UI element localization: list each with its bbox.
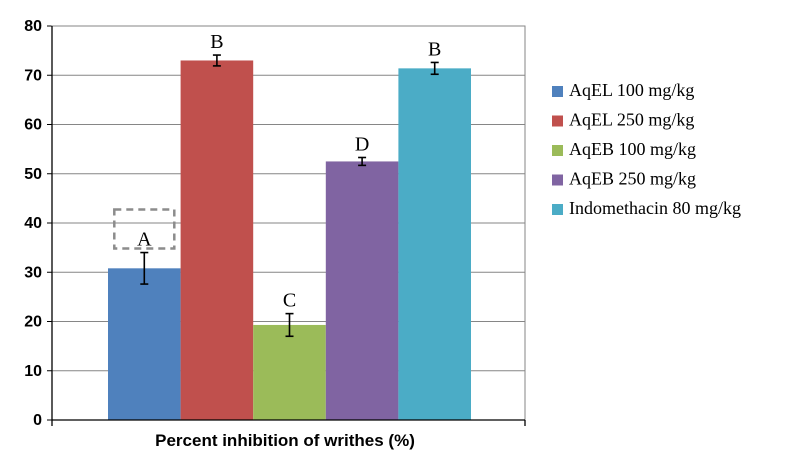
significance-label: A	[137, 229, 152, 251]
significance-label: B	[210, 31, 223, 53]
legend-swatch	[552, 145, 563, 156]
y-tick-label: 50	[24, 166, 42, 183]
x-axis-label: Percent inhibition of writhes (%)	[155, 431, 415, 450]
significance-label: B	[428, 38, 441, 60]
legend-swatch	[552, 174, 563, 186]
bar	[180, 60, 254, 420]
significance-label: C	[283, 290, 296, 312]
y-tick-label: 80	[24, 18, 42, 35]
y-axis-ticks: 0 10 20 30 40 50 60 70 80	[24, 18, 52, 429]
y-tick-label: 30	[24, 264, 42, 281]
legend-swatch	[552, 86, 563, 97]
legend-label: AqEB 100 mg/kg	[569, 139, 696, 159]
significance-label: D	[355, 133, 369, 155]
legend-label: Indomethacin 80 mg/kg	[569, 198, 741, 218]
y-tick-label: 40	[24, 215, 42, 232]
label-selection-box	[113, 208, 176, 250]
y-tick-label: 10	[24, 363, 42, 380]
bar	[398, 68, 471, 420]
legend-swatch	[552, 115, 563, 127]
y-tick-label: 60	[24, 117, 42, 134]
y-tick-label: 0	[33, 412, 42, 429]
legend-swatch	[552, 204, 563, 215]
bar	[253, 324, 326, 420]
legend: AqEL 100 mg/kg AqEL 250 mg/kg AqEB 100 mg/…	[552, 80, 741, 218]
y-tick-label: 20	[24, 314, 42, 331]
significance-labels: A B C D B	[113, 31, 441, 312]
axes	[51, 25, 526, 426]
y-tick-label: 70	[24, 67, 42, 84]
legend-label: AqEL 250 mg/kg	[569, 110, 694, 130]
error-bars	[140, 54, 439, 338]
legend-label: AqEL 100 mg/kg	[569, 80, 694, 100]
bar	[108, 268, 181, 420]
bars	[108, 60, 471, 420]
bar	[325, 161, 399, 420]
legend-label: AqEB 250 mg/kg	[569, 169, 696, 189]
